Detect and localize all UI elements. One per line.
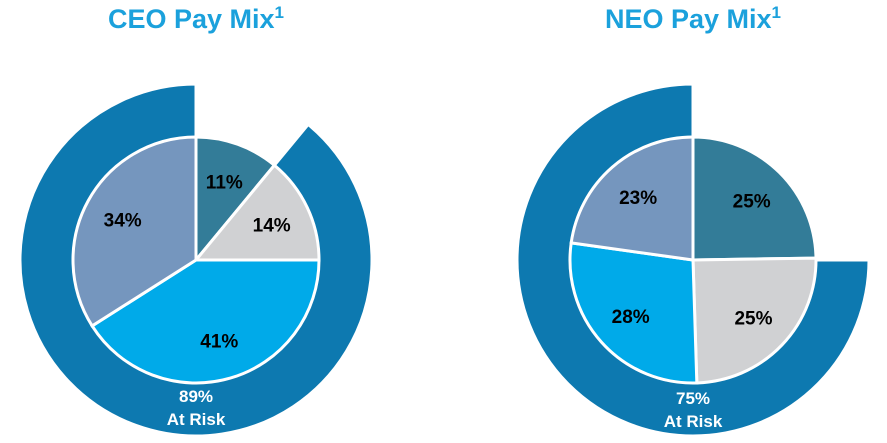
ceo-at-risk-label: At Risk [167, 410, 226, 429]
neo-pay-mix-chart: NEO Pay Mix1 25% 25% 28% 23% 75% At Risk [515, 3, 871, 438]
neo-pie-slice-2 [691, 256, 818, 385]
neo-pie-slice-4 [569, 135, 695, 262]
ceo-slice-label-2: 14% [253, 215, 291, 236]
ceo-chart-title: CEO Pay Mix1 [108, 3, 284, 34]
ceo-pie-slice-4 [71, 135, 198, 328]
ceo-pie-slice-2 [192, 163, 321, 262]
neo-pie-slice-3 [568, 241, 699, 385]
ceo-pie-slice-1 [194, 135, 277, 265]
ceo-at-risk-value: 89% [179, 387, 213, 406]
neo-slice-label-3: 28% [612, 307, 650, 328]
neo-slice-label-4: 23% [619, 188, 657, 209]
ceo-slice-label-3: 41% [200, 331, 238, 352]
ceo-pay-mix-chart: CEO Pay Mix1 11% 14% 41% 34% 89% At Risk [18, 3, 374, 438]
neo-slice-label-1: 25% [733, 191, 771, 212]
neo-chart-title: NEO Pay Mix1 [605, 3, 781, 34]
neo-slice-label-2: 25% [734, 309, 772, 330]
ceo-slice-label-4: 34% [104, 211, 142, 232]
neo-at-risk-value: 75% [676, 389, 710, 408]
ceo-slice-label-1: 11% [206, 172, 243, 193]
neo-at-risk-label: At Risk [664, 412, 723, 431]
neo-pie-slice-1 [691, 135, 818, 262]
